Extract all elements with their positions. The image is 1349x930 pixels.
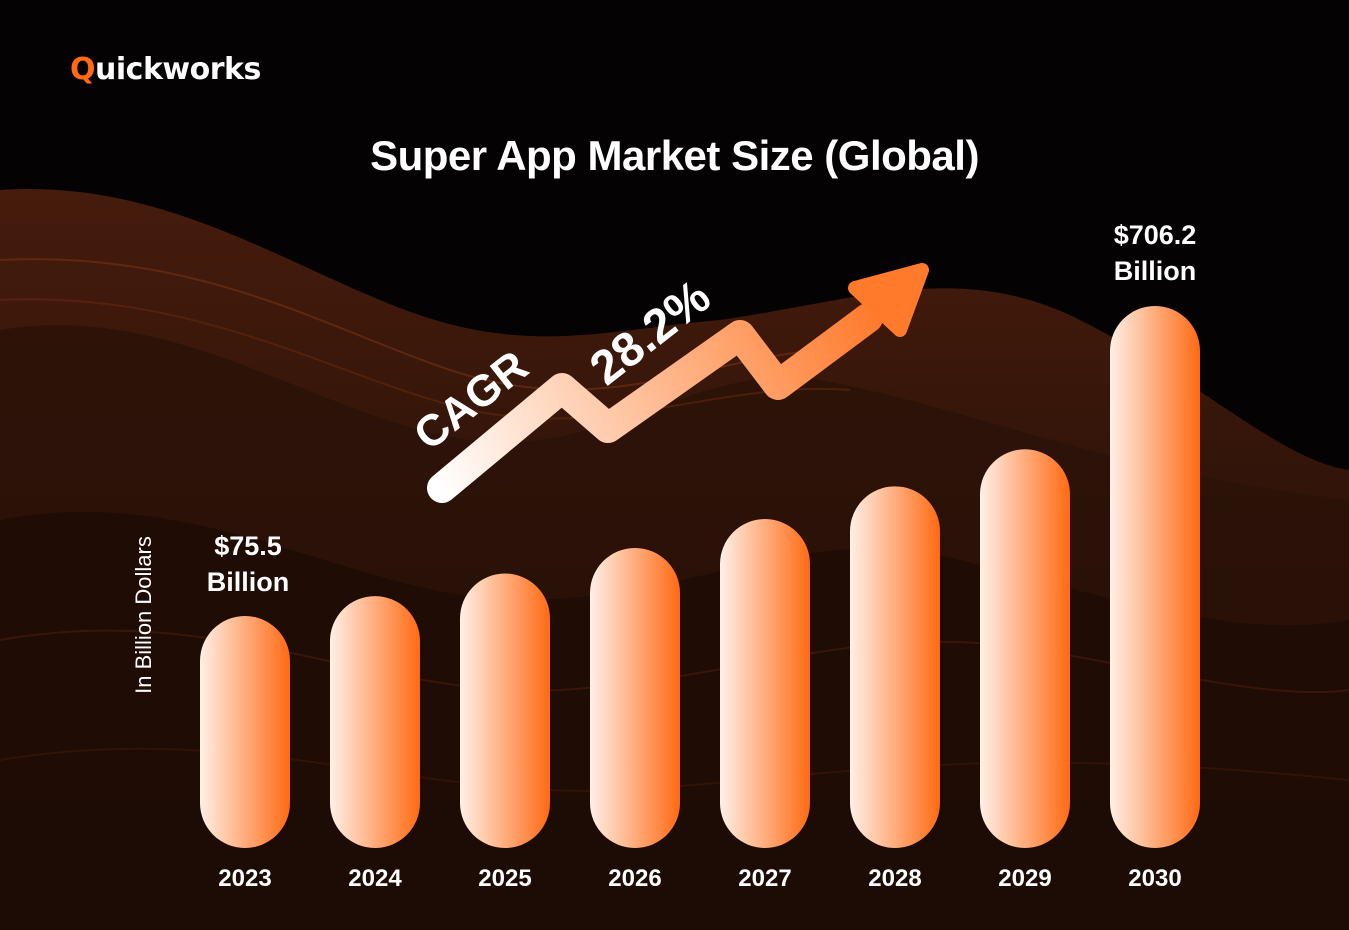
arrow-head-icon — [848, 263, 929, 337]
callout-2023-amount: $75.5 — [214, 531, 282, 561]
x-tick-2025: 2025 — [478, 865, 531, 892]
callout-2023: $75.5 Billion — [148, 528, 348, 600]
bar-2025 — [460, 573, 550, 848]
bar-2027 — [720, 519, 810, 848]
callout-2030-unit: Billion — [1113, 256, 1197, 286]
x-tick-2027: 2027 — [738, 865, 791, 892]
chart-title: Super App Market Size (Global) — [370, 132, 979, 179]
bar-2024 — [330, 596, 420, 848]
x-tick-2026: 2026 — [608, 865, 661, 892]
x-tick-2023: 2023 — [218, 865, 271, 892]
quickworks-logo: Quickworks — [70, 52, 261, 87]
x-tick-labels: 2023 2024 2025 2026 2027 2028 2029 2030 — [218, 865, 1181, 892]
x-tick-2029: 2029 — [998, 865, 1051, 892]
bars-group — [200, 306, 1200, 848]
callout-2023-unit: Billion — [206, 567, 290, 597]
logo-text: uickworks — [95, 52, 261, 87]
bar-2028 — [850, 486, 940, 848]
x-tick-2030: 2030 — [1128, 865, 1181, 892]
bar-2029 — [980, 449, 1070, 848]
bar-2030 — [1110, 306, 1200, 848]
logo-q-letter: Q — [70, 52, 96, 87]
bar-2026 — [590, 547, 680, 848]
cagr-arrow — [427, 263, 929, 503]
x-tick-2028: 2028 — [868, 865, 921, 892]
callout-2030-amount: $706.2 — [1113, 220, 1197, 250]
callout-2030: $706.2 Billion — [1055, 217, 1255, 289]
x-tick-2024: 2024 — [348, 865, 402, 892]
bar-2023 — [200, 616, 290, 848]
